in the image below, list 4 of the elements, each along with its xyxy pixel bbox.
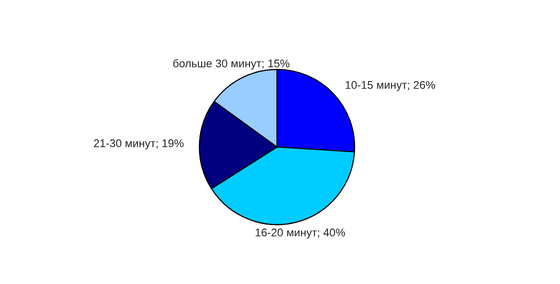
- slice-label: 16-20 минут; 40%: [256, 228, 346, 239]
- slice-label: 10-15 минут; 26%: [346, 81, 436, 92]
- slice-label: 21-30 минут; 19%: [94, 139, 184, 150]
- slice-label: больше 30 минут; 15%: [173, 59, 290, 70]
